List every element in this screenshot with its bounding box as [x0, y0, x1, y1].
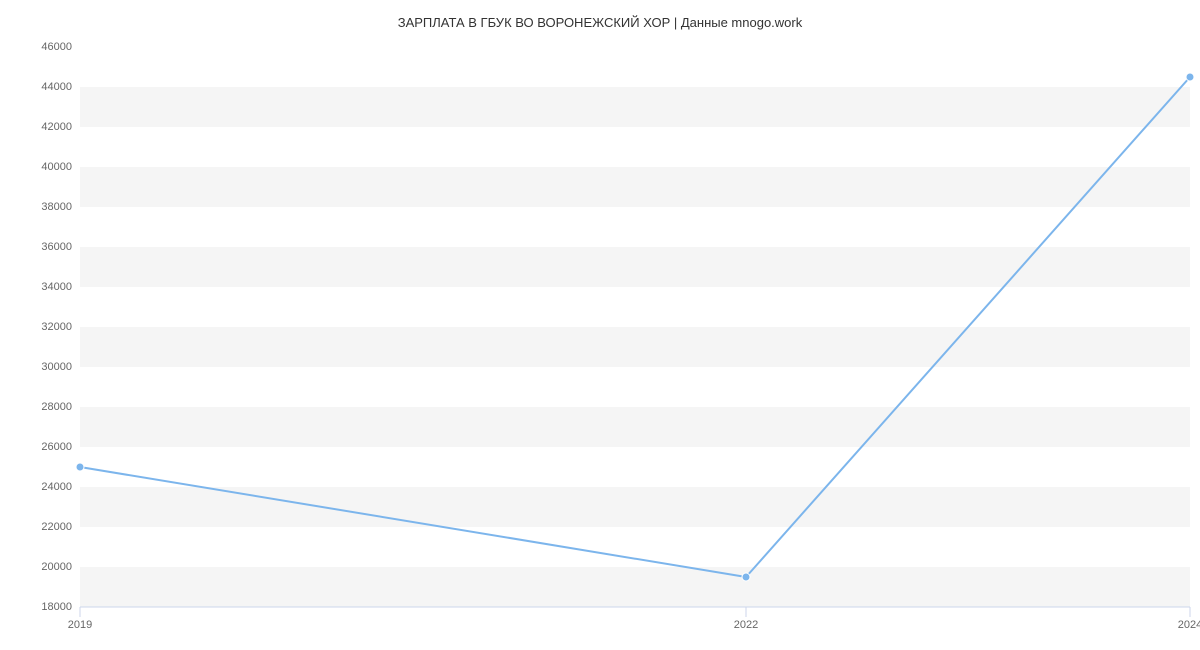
y-tick-label: 34000	[41, 281, 72, 293]
y-tick-label: 18000	[41, 601, 72, 613]
y-tick-label: 26000	[41, 441, 72, 453]
y-tick-label: 46000	[41, 41, 72, 53]
x-tick-label: 2024	[1178, 619, 1200, 631]
y-tick-label: 24000	[41, 481, 72, 493]
x-tick-label: 2019	[68, 619, 92, 631]
y-tick-label: 44000	[41, 81, 72, 93]
y-tick-label: 32000	[41, 321, 72, 333]
y-tick-label: 30000	[41, 361, 72, 373]
x-tick-label: 2022	[734, 619, 758, 631]
y-tick-label: 28000	[41, 401, 72, 413]
y-tick-label: 36000	[41, 241, 72, 253]
y-tick-label: 42000	[41, 121, 72, 133]
y-tick-label: 22000	[41, 521, 72, 533]
y-tick-label: 20000	[41, 561, 72, 573]
y-tick-label: 40000	[41, 161, 72, 173]
axis-labels-layer: 2019 2022 2024 18000 20000 22000 24000 26000 280…	[0, 0, 1200, 650]
y-tick-label: 38000	[41, 201, 72, 213]
